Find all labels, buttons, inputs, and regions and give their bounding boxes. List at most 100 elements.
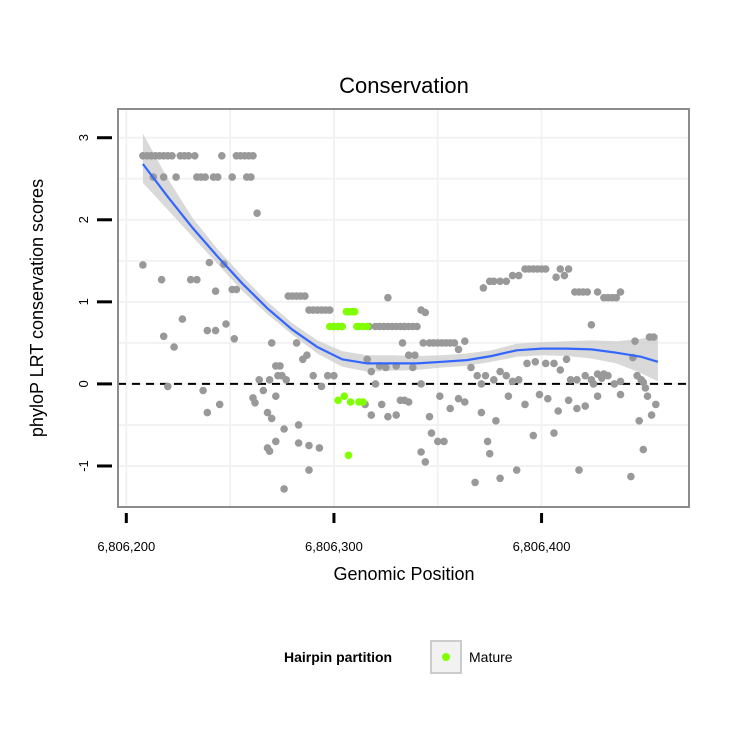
data-point-other xyxy=(363,355,372,364)
x-tick-label: 6,806,200 xyxy=(97,539,155,554)
data-point-other xyxy=(303,351,311,360)
data-point-other xyxy=(531,358,540,366)
data-point-other xyxy=(191,152,199,160)
data-point-other xyxy=(255,376,263,384)
data-point-other xyxy=(294,421,303,429)
data-point-other xyxy=(367,411,376,419)
data-point-other xyxy=(280,485,288,493)
data-point-other xyxy=(556,265,565,273)
data-point-other xyxy=(550,359,558,368)
data-point-other xyxy=(541,265,550,273)
data-point-other xyxy=(317,382,326,391)
data-point-other xyxy=(649,333,658,341)
data-point-other xyxy=(184,152,193,160)
data-point-other xyxy=(421,308,430,317)
data-point-other xyxy=(504,392,513,401)
data-point-other xyxy=(211,287,220,296)
data-point-other xyxy=(535,390,544,399)
x-tick-label: 6,806,300 xyxy=(305,539,363,554)
data-point-other xyxy=(573,376,581,384)
data-point-other xyxy=(384,412,392,421)
data-point-other xyxy=(404,398,413,406)
data-point-other xyxy=(492,417,500,425)
data-point-other xyxy=(647,411,656,419)
data-point-other xyxy=(427,429,436,437)
data-point-other xyxy=(294,439,303,447)
data-point-other xyxy=(652,400,660,409)
data-point-other xyxy=(199,386,207,395)
data-point-other xyxy=(639,378,648,387)
data-point-other xyxy=(419,339,428,347)
x-tick-label: 6,806,400 xyxy=(513,539,571,554)
data-point-other xyxy=(639,445,648,454)
data-point-other xyxy=(232,285,241,294)
data-point-other xyxy=(512,466,521,474)
data-point-other xyxy=(309,371,318,380)
data-point-other xyxy=(409,363,417,372)
data-point-other xyxy=(587,376,596,384)
data-point-other xyxy=(384,293,392,302)
data-point-other xyxy=(446,404,455,413)
y-tick-label: 2 xyxy=(76,216,91,223)
data-point-other xyxy=(259,386,268,395)
data-point-other xyxy=(267,414,276,423)
data-point-mature xyxy=(346,398,355,406)
data-point-other xyxy=(496,367,504,376)
data-point-other xyxy=(477,380,486,388)
data-point-other xyxy=(421,458,430,466)
data-point-other xyxy=(593,288,602,296)
data-point-other xyxy=(265,447,274,456)
data-point-other xyxy=(490,277,498,286)
data-point-other xyxy=(440,437,448,446)
data-point-other xyxy=(251,399,259,407)
data-point-other xyxy=(473,371,482,380)
smooth-trend-line xyxy=(142,163,659,365)
data-point-other xyxy=(377,400,386,409)
data-point-other xyxy=(573,404,581,413)
data-point-other xyxy=(471,478,479,487)
data-point-other xyxy=(560,271,569,280)
data-point-other xyxy=(203,326,212,335)
data-point-other xyxy=(218,152,226,160)
grid-lines xyxy=(118,109,689,507)
data-point-mature xyxy=(338,322,347,331)
data-point-other xyxy=(550,429,558,437)
data-point-other xyxy=(230,335,239,343)
legend: Hairpin partition Mature xyxy=(284,640,513,674)
data-point-other xyxy=(635,417,643,425)
data-point-other xyxy=(575,466,583,474)
y-axis-label: phyloP LRT conservation scores xyxy=(27,179,47,437)
data-point-other xyxy=(485,449,494,458)
data-point-mature xyxy=(334,396,342,405)
y-axis-ticks: -1 0 1 2 3 xyxy=(76,134,112,472)
data-point-other xyxy=(529,431,538,440)
legend-label-mature: Mature xyxy=(469,649,513,665)
data-point-other xyxy=(301,292,309,300)
chart-title: Conservation xyxy=(339,73,469,98)
data-point-other xyxy=(186,275,195,284)
data-point-other xyxy=(392,411,401,419)
data-point-other xyxy=(593,392,602,401)
data-point-other xyxy=(272,392,280,401)
data-point-other xyxy=(581,402,589,410)
data-point-other xyxy=(168,152,176,160)
data-point-other xyxy=(203,408,212,417)
data-point-other xyxy=(425,412,434,421)
data-point-other xyxy=(247,173,255,181)
data-point-other xyxy=(157,275,166,284)
data-point-other xyxy=(282,376,291,384)
data-point-other xyxy=(326,306,334,314)
data-point-other xyxy=(139,261,147,269)
x-axis-ticks: 6,806,200 6,806,300 6,806,400 xyxy=(97,513,571,554)
data-point-other xyxy=(616,390,625,399)
data-point-other xyxy=(502,371,511,380)
data-point-other xyxy=(450,339,459,347)
y-tick-label: 1 xyxy=(76,298,91,305)
data-point-other xyxy=(263,408,272,417)
y-tick-label: -1 xyxy=(76,460,91,472)
data-point-other xyxy=(434,437,442,446)
data-point-other xyxy=(305,466,313,474)
data-point-other xyxy=(170,343,178,351)
data-point-other xyxy=(213,173,222,181)
